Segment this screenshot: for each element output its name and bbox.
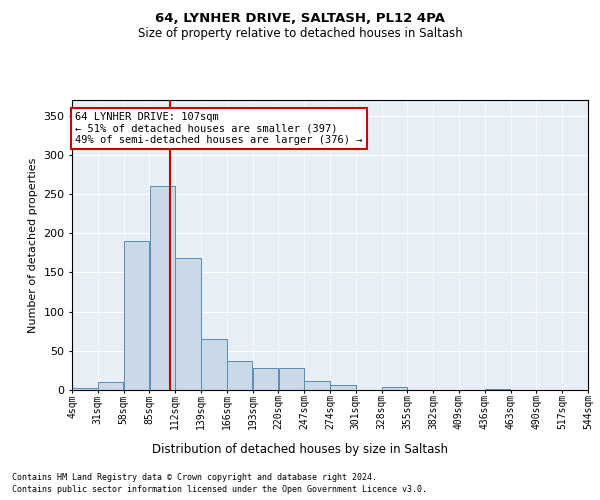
Text: Distribution of detached houses by size in Saltash: Distribution of detached houses by size … (152, 442, 448, 456)
Text: Contains public sector information licensed under the Open Government Licence v3: Contains public sector information licen… (12, 485, 427, 494)
Y-axis label: Number of detached properties: Number of detached properties (28, 158, 38, 332)
Bar (72, 388, 98, 390)
Text: Contains HM Land Registry data © Crown copyright and database right 2024.: Contains HM Land Registry data © Crown c… (12, 472, 377, 482)
Bar (201, 339, 227, 390)
Bar (253, 368, 278, 390)
Bar (175, 258, 201, 390)
Text: Size of property relative to detached houses in Saltash: Size of property relative to detached ho… (137, 28, 463, 40)
Bar (304, 382, 330, 390)
Bar (149, 186, 175, 390)
Bar (227, 361, 253, 390)
Bar (330, 386, 356, 390)
Text: 64 LYNHER DRIVE: 107sqm
← 51% of detached houses are smaller (397)
49% of semi-d: 64 LYNHER DRIVE: 107sqm ← 51% of detache… (75, 112, 362, 145)
Bar (278, 368, 304, 390)
Text: 64, LYNHER DRIVE, SALTASH, PL12 4PA: 64, LYNHER DRIVE, SALTASH, PL12 4PA (155, 12, 445, 26)
Bar (124, 241, 149, 390)
Bar (98, 382, 124, 390)
Bar (382, 387, 407, 390)
Bar (485, 389, 511, 390)
